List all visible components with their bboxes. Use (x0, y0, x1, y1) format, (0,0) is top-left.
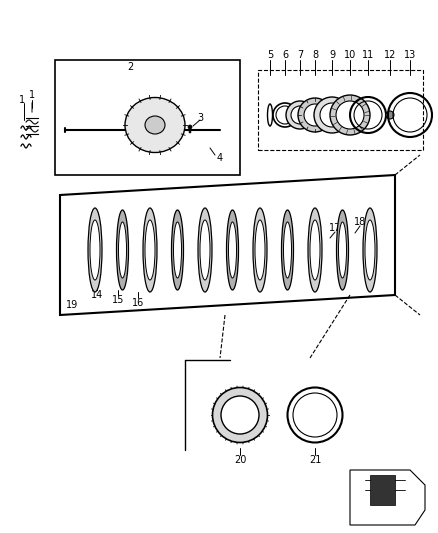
Text: 17: 17 (329, 223, 341, 233)
Ellipse shape (310, 220, 320, 280)
Ellipse shape (143, 208, 157, 292)
Circle shape (286, 101, 314, 129)
Text: 8: 8 (312, 50, 318, 60)
Text: 16: 16 (132, 298, 144, 308)
Ellipse shape (253, 208, 267, 292)
Ellipse shape (339, 222, 346, 278)
Ellipse shape (255, 220, 265, 280)
Circle shape (188, 125, 192, 129)
Text: 21: 21 (309, 455, 321, 465)
Text: 9: 9 (329, 50, 335, 60)
Text: 1: 1 (29, 90, 35, 100)
Text: 7: 7 (297, 50, 303, 60)
Ellipse shape (336, 210, 349, 290)
Text: 15: 15 (112, 295, 124, 305)
Text: 20: 20 (234, 455, 246, 465)
Circle shape (291, 106, 309, 124)
Ellipse shape (363, 208, 377, 292)
Circle shape (189, 131, 191, 133)
Ellipse shape (221, 396, 259, 434)
Ellipse shape (226, 210, 239, 290)
Text: 2: 2 (127, 62, 133, 72)
Ellipse shape (173, 222, 181, 278)
Circle shape (304, 104, 326, 126)
Ellipse shape (145, 116, 165, 134)
Text: 1: 1 (19, 95, 25, 105)
Text: 5: 5 (267, 50, 273, 60)
Ellipse shape (88, 208, 102, 292)
Circle shape (386, 111, 394, 119)
Text: 19: 19 (66, 300, 78, 310)
Text: 13: 13 (404, 50, 416, 60)
Text: 18: 18 (354, 217, 366, 227)
Ellipse shape (200, 220, 210, 280)
Ellipse shape (125, 98, 185, 152)
Circle shape (336, 101, 364, 129)
Text: 12: 12 (384, 50, 396, 60)
Text: 6: 6 (282, 50, 288, 60)
Ellipse shape (145, 220, 155, 280)
Text: 11: 11 (362, 50, 374, 60)
Ellipse shape (283, 222, 292, 278)
Text: 4: 4 (217, 153, 223, 163)
Circle shape (298, 98, 332, 132)
Ellipse shape (212, 387, 268, 442)
Circle shape (314, 97, 350, 133)
Ellipse shape (308, 208, 322, 292)
Bar (55, 60, 240, 175)
Text: 10: 10 (344, 50, 356, 60)
Ellipse shape (90, 220, 100, 280)
Ellipse shape (117, 210, 128, 290)
Bar (258, 70, 423, 150)
Text: 3: 3 (197, 113, 203, 123)
Bar (370, 475, 395, 505)
Text: 14: 14 (91, 290, 103, 300)
Ellipse shape (119, 222, 127, 278)
Ellipse shape (198, 208, 212, 292)
Circle shape (320, 103, 344, 127)
Ellipse shape (365, 220, 375, 280)
Circle shape (330, 95, 370, 135)
Ellipse shape (282, 210, 293, 290)
Ellipse shape (172, 210, 184, 290)
Ellipse shape (229, 222, 237, 278)
